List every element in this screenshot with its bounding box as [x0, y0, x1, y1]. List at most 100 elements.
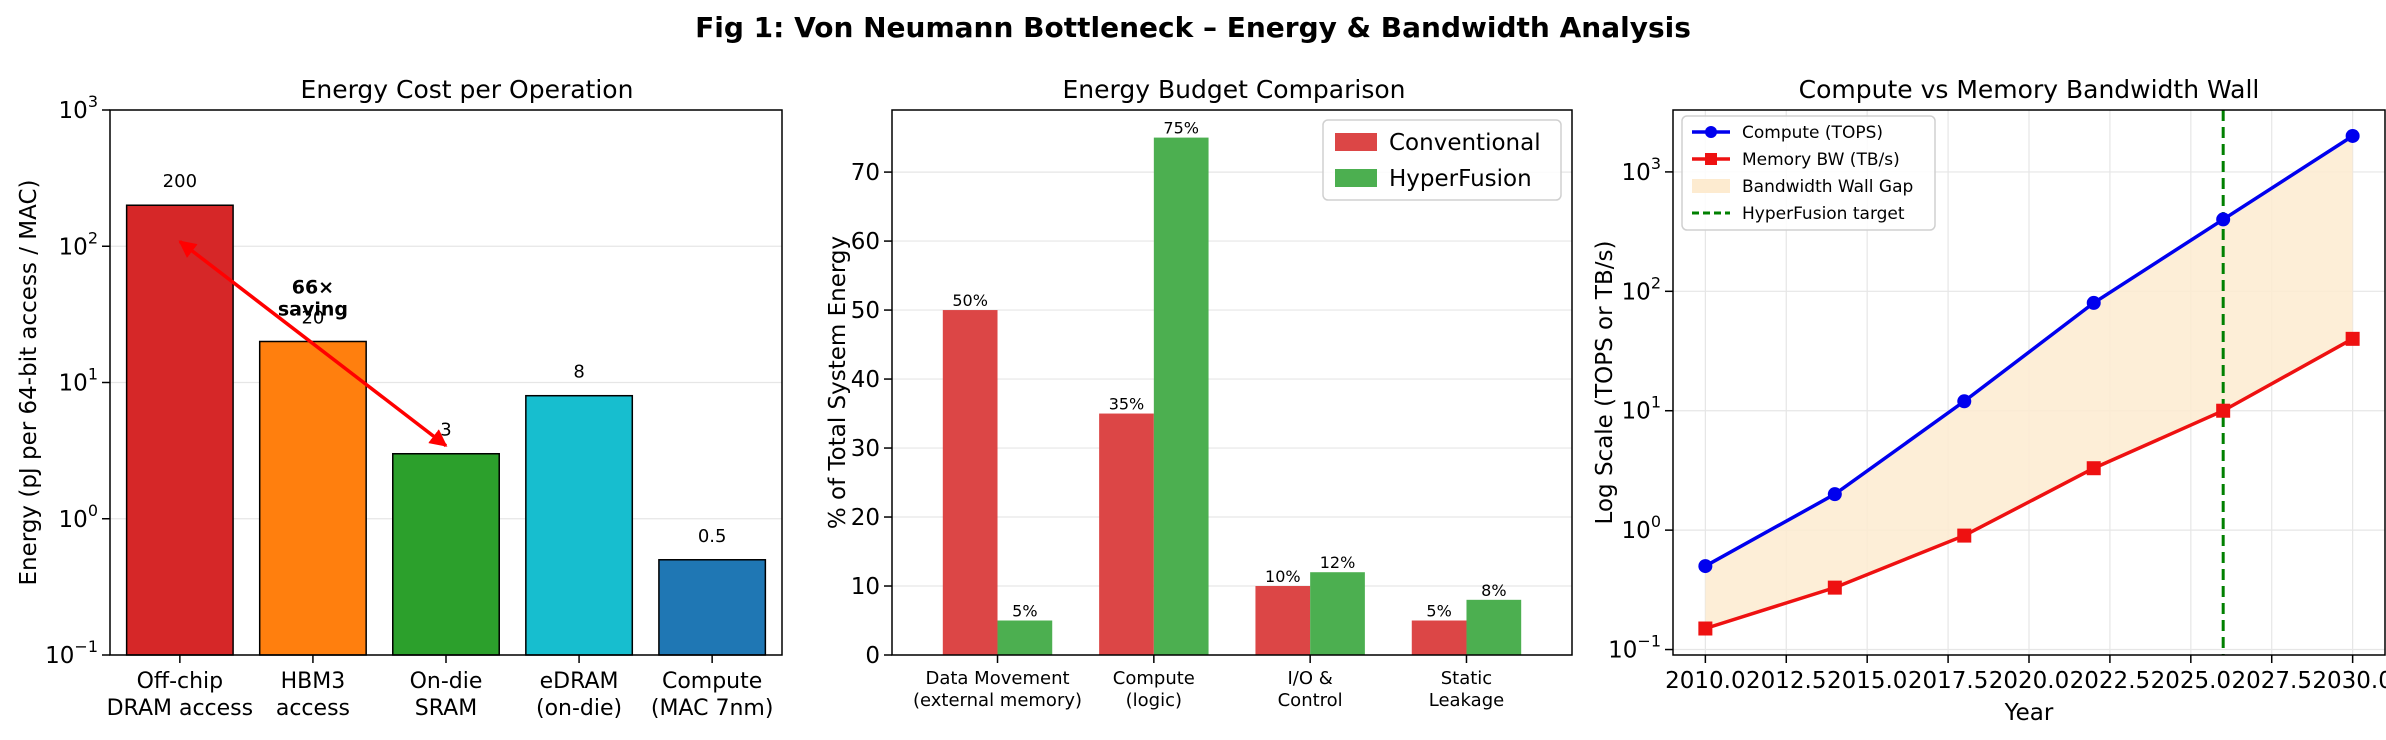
y-tick-label: 70 — [851, 160, 880, 186]
x-tick-label: 2010.0 — [1665, 668, 1745, 694]
data-point — [1827, 487, 1842, 502]
data-point — [1827, 580, 1842, 595]
y-axis-label: % of Total System Energy — [825, 236, 851, 529]
legend-label: HyperFusion target — [1742, 204, 1905, 224]
y-tick-label: 103 — [1622, 154, 1661, 186]
legend-marker — [1705, 153, 1717, 165]
bar-value-label: 3 — [440, 420, 451, 441]
x-tick-label: Compute — [1113, 668, 1195, 689]
bars: 50% 35% 10% 5% 5% 75% 12% 8% — [942, 119, 1522, 655]
x-tick-label: (logic) — [1126, 690, 1182, 711]
series-line — [1704, 134, 2354, 568]
legend-label: Bandwidth Wall Gap — [1742, 177, 1913, 197]
bar-value-label: 200 — [163, 171, 197, 192]
y-tick-label: 20 — [851, 505, 880, 531]
figure-title: Fig 1: Von Neumann Bottleneck – Energy &… — [695, 11, 1691, 44]
panel-title: Compute vs Memory Bandwidth Wall — [1799, 75, 2260, 104]
energy-cost-panel: Energy Cost per Operation Energy (pJ per… — [16, 75, 783, 721]
axis-ticks: 0 10 20 30 40 50 60 70 Data Movement(external me… — [851, 160, 1504, 711]
bar — [1255, 586, 1311, 655]
x-tick-label: DRAM access — [107, 696, 254, 721]
gap-area — [1705, 135, 2353, 629]
legend-box — [1322, 119, 1562, 201]
bar — [1411, 620, 1467, 655]
data-point — [2216, 212, 2231, 227]
bar-value-label: 10% — [1265, 567, 1301, 586]
annotation-text: 66× — [292, 276, 334, 298]
x-tick-label: I/O & — [1288, 668, 1333, 689]
bar-value-label: 8% — [1481, 581, 1506, 600]
legend-label: Compute (TOPS) — [1742, 123, 1883, 143]
bar-value-label: 5% — [1426, 602, 1451, 621]
x-tick-label: 2025.0 — [2151, 668, 2231, 694]
panel-title: Energy Cost per Operation — [301, 75, 634, 104]
bandwidth-gap-fill — [1705, 135, 2353, 629]
x-tick-label: SRAM — [415, 696, 477, 721]
x-tick-label: On-die — [410, 669, 483, 694]
x-tick-label: 2017.5 — [1908, 668, 1988, 694]
bar-value-label: 0.5 — [698, 526, 727, 547]
x-tick-label: (on-die) — [536, 696, 622, 721]
energy-budget-panel: Energy Budget Comparison % of Total Syst… — [825, 75, 1573, 711]
y-tick-label: 101 — [59, 365, 98, 397]
bar — [258, 340, 367, 656]
x-tick-label: Compute — [662, 669, 762, 694]
y-tick-label: 10−1 — [45, 637, 98, 669]
x-tick-label: Static — [1441, 668, 1492, 689]
x-tick-label: HBM3 — [281, 669, 346, 694]
bar-value-label: 50% — [952, 291, 988, 310]
x-tick-label: 2022.5 — [2070, 668, 2150, 694]
x-tick-label: 2030.0 — [2312, 668, 2386, 694]
bar — [1099, 413, 1154, 655]
data-point — [1957, 528, 1972, 543]
series-line — [1704, 337, 2354, 631]
saving-annotation: 66×saving — [178, 240, 448, 448]
y-tick-label: 10−1 — [1608, 632, 1661, 664]
y-tick-label: 102 — [1622, 273, 1661, 305]
data-point — [2216, 403, 2231, 418]
y-tick-label: 100 — [1622, 512, 1661, 544]
data-point — [2345, 331, 2360, 346]
x-tick-label: (external memory) — [913, 690, 1082, 711]
x-tick-label: Off-chip — [137, 669, 224, 694]
legend-label: HyperFusion — [1389, 166, 1532, 192]
bar — [658, 559, 767, 656]
bar — [942, 310, 998, 655]
bar — [525, 394, 634, 656]
bar-value-label: 75% — [1163, 119, 1199, 138]
y-tick-label: 30 — [851, 436, 880, 462]
legend: Compute (TOPS) Memory BW (TB/s) Bandwidth … — [1681, 115, 1936, 231]
x-tick-label: access — [276, 696, 350, 721]
x-tick-label: Data Movement — [925, 668, 1069, 689]
bar — [125, 204, 234, 656]
y-tick-label: 50 — [851, 298, 880, 324]
legend-swatch — [1335, 169, 1377, 187]
bar-value-label: 8 — [573, 362, 584, 383]
x-tick-label: Leakage — [1429, 690, 1504, 711]
y-tick-label: 101 — [1622, 393, 1661, 425]
y-tick-label: 0 — [865, 643, 880, 669]
bar-value-label: 12% — [1320, 553, 1356, 572]
data-point — [1698, 559, 1713, 574]
bar — [1466, 599, 1522, 655]
x-tick-label: 2020.0 — [1989, 668, 2069, 694]
y-axis-label: Log Scale (TOPS or TB/s) — [1592, 241, 1618, 525]
axis-ticks: 10−1 100 101 102 103 2010.0 2012.5 2015.0 2017.5… — [1608, 154, 2386, 694]
y-tick-label: 100 — [59, 501, 98, 533]
bar — [997, 620, 1053, 655]
plot-frame — [1672, 109, 2386, 656]
annotation-text: saving — [278, 298, 348, 320]
bar-value-label: 35% — [1109, 395, 1145, 414]
saving-arrow — [178, 240, 448, 448]
legend-swatch — [1335, 133, 1377, 151]
series — [1698, 128, 2360, 636]
legend: Conventional HyperFusion — [1322, 119, 1562, 201]
data-point — [2086, 461, 2101, 476]
data-point — [1698, 621, 1713, 636]
data-point — [1957, 394, 1972, 409]
bar-value-label: 5% — [1012, 602, 1037, 621]
data-point — [2086, 295, 2101, 310]
